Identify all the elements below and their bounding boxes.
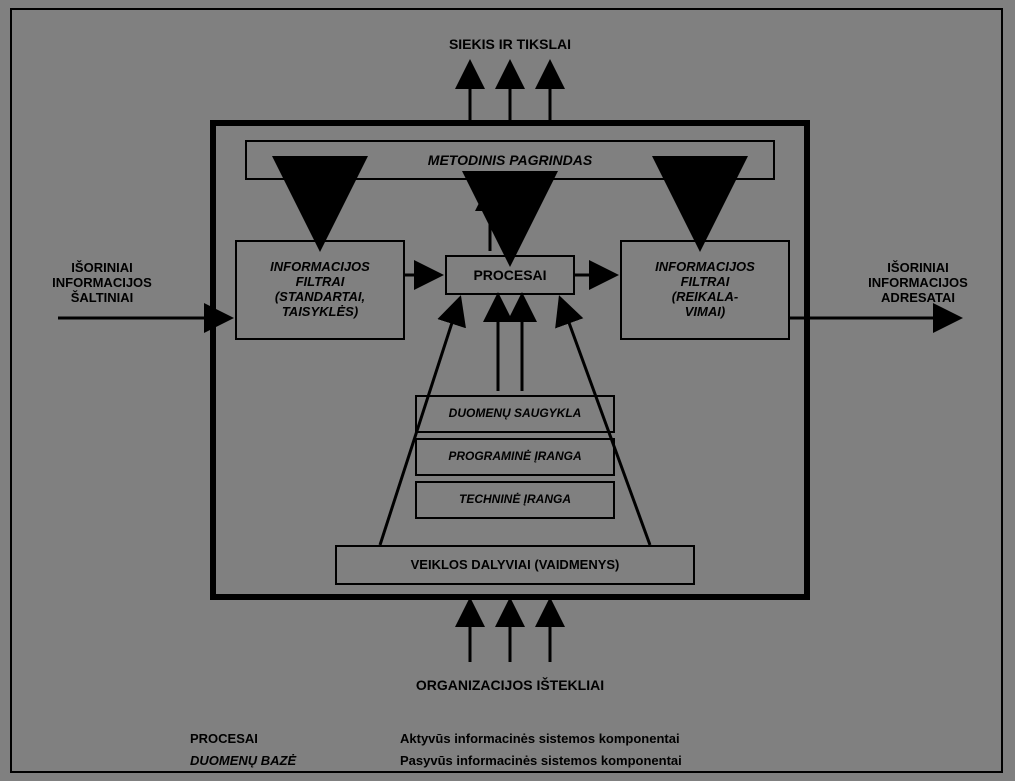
diagram-canvas: METODINIS PAGRINDAS INFORMACIJOS FILTRAI… xyxy=(0,0,1015,781)
arrows-layer xyxy=(0,0,1015,781)
